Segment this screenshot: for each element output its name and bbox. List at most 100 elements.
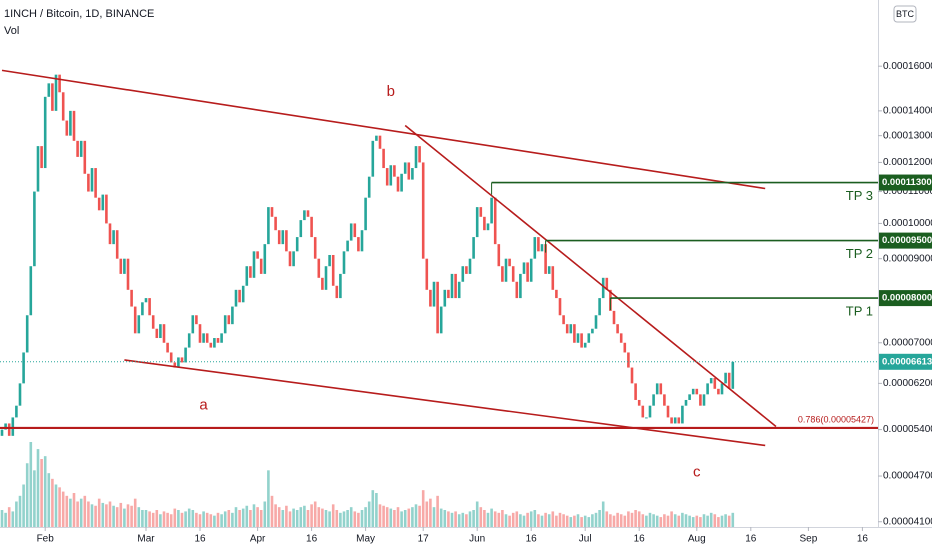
volume-bar xyxy=(166,512,169,527)
candle xyxy=(184,347,187,363)
candle xyxy=(299,220,303,238)
candle xyxy=(0,429,4,436)
volume-bar xyxy=(339,512,342,527)
candle xyxy=(137,315,141,334)
candle xyxy=(382,148,385,169)
volume-bar xyxy=(94,505,97,527)
volume-bar xyxy=(522,515,526,527)
x-tick-label: 16 xyxy=(745,534,757,545)
volume-bar xyxy=(346,510,349,527)
candle xyxy=(540,244,544,252)
candle xyxy=(281,230,285,245)
volume-bar xyxy=(115,507,119,527)
volume-bar xyxy=(670,511,673,527)
volume-bar xyxy=(259,510,263,527)
candle xyxy=(663,394,666,406)
volume-bar xyxy=(54,484,58,527)
volume-bar xyxy=(281,510,285,527)
candle xyxy=(533,237,537,259)
volume-bar xyxy=(169,514,173,527)
candle xyxy=(627,352,630,368)
volume-bar xyxy=(151,512,155,527)
volume-bar xyxy=(76,501,79,527)
volume-bar xyxy=(468,511,472,527)
candle xyxy=(119,258,123,274)
volume-bar xyxy=(69,498,72,527)
candle xyxy=(443,289,447,307)
volume-bar xyxy=(0,510,4,527)
volume-bar xyxy=(223,511,227,527)
candle xyxy=(580,333,583,348)
candle xyxy=(562,315,565,325)
tp-price-box xyxy=(879,290,932,307)
tp-name: TP 3 xyxy=(846,188,873,203)
candle xyxy=(724,372,727,384)
volume-bar xyxy=(360,510,364,527)
volume-bar xyxy=(267,470,270,527)
volume-bar xyxy=(677,515,681,527)
candle xyxy=(303,210,306,221)
candle xyxy=(285,230,288,252)
volume-bar xyxy=(180,512,184,527)
volume-bar xyxy=(411,507,414,527)
candle xyxy=(717,388,720,395)
candle xyxy=(468,258,472,274)
candle xyxy=(177,357,180,368)
y-tick-label: 0.00005400 xyxy=(883,424,932,435)
candle xyxy=(205,333,209,343)
y-tick-label: 0.00014000 xyxy=(883,106,932,117)
volume-bar xyxy=(403,510,407,527)
candle xyxy=(54,74,58,111)
candle xyxy=(645,417,648,419)
volume-bar xyxy=(375,493,378,527)
volume-bar xyxy=(385,507,389,527)
candle xyxy=(101,194,105,211)
x-tick-label: Mar xyxy=(137,534,155,545)
volume-legend: Vol xyxy=(4,25,19,37)
volume-bar xyxy=(533,510,537,527)
currency-badge[interactable] xyxy=(893,5,917,23)
volume-bar xyxy=(684,514,688,527)
volume-bar xyxy=(598,510,601,527)
volume-bar xyxy=(162,511,166,527)
candle xyxy=(421,162,425,259)
candle xyxy=(4,423,7,430)
candle xyxy=(105,194,108,224)
volume-bar xyxy=(11,511,15,527)
volume-bar xyxy=(51,478,54,527)
tp-name: TP 2 xyxy=(846,246,873,261)
candle xyxy=(713,378,717,389)
volume-bar xyxy=(551,511,555,527)
volume-bar xyxy=(40,459,43,527)
volume-bar xyxy=(137,507,141,527)
x-tick-label: 16 xyxy=(194,534,206,545)
volume-bar xyxy=(331,504,335,527)
volume-bar xyxy=(101,502,105,527)
candle xyxy=(439,306,443,334)
volume-bar xyxy=(407,508,411,527)
y-tick-label: 0.00011000 xyxy=(883,186,932,197)
candle xyxy=(321,277,324,290)
candle xyxy=(133,306,137,334)
candle xyxy=(396,176,400,192)
candle xyxy=(40,146,43,169)
candle xyxy=(274,216,277,231)
candle xyxy=(65,120,69,136)
tp-price-label: 0.00011300 xyxy=(882,177,932,188)
volume-bar xyxy=(508,515,511,527)
x-tick-label: Sep xyxy=(800,534,818,545)
candle xyxy=(108,223,112,245)
candle xyxy=(666,405,670,418)
volume-bar xyxy=(493,511,497,527)
volume-bar xyxy=(573,515,576,527)
candle xyxy=(123,258,126,274)
volume-bar xyxy=(321,508,324,527)
candle xyxy=(339,273,342,299)
candle xyxy=(493,197,497,245)
candle xyxy=(695,388,699,395)
candle xyxy=(569,324,573,334)
volume-bar xyxy=(425,501,429,527)
volume-bar xyxy=(317,507,321,527)
volume-bar xyxy=(731,512,735,527)
candle xyxy=(702,394,706,406)
